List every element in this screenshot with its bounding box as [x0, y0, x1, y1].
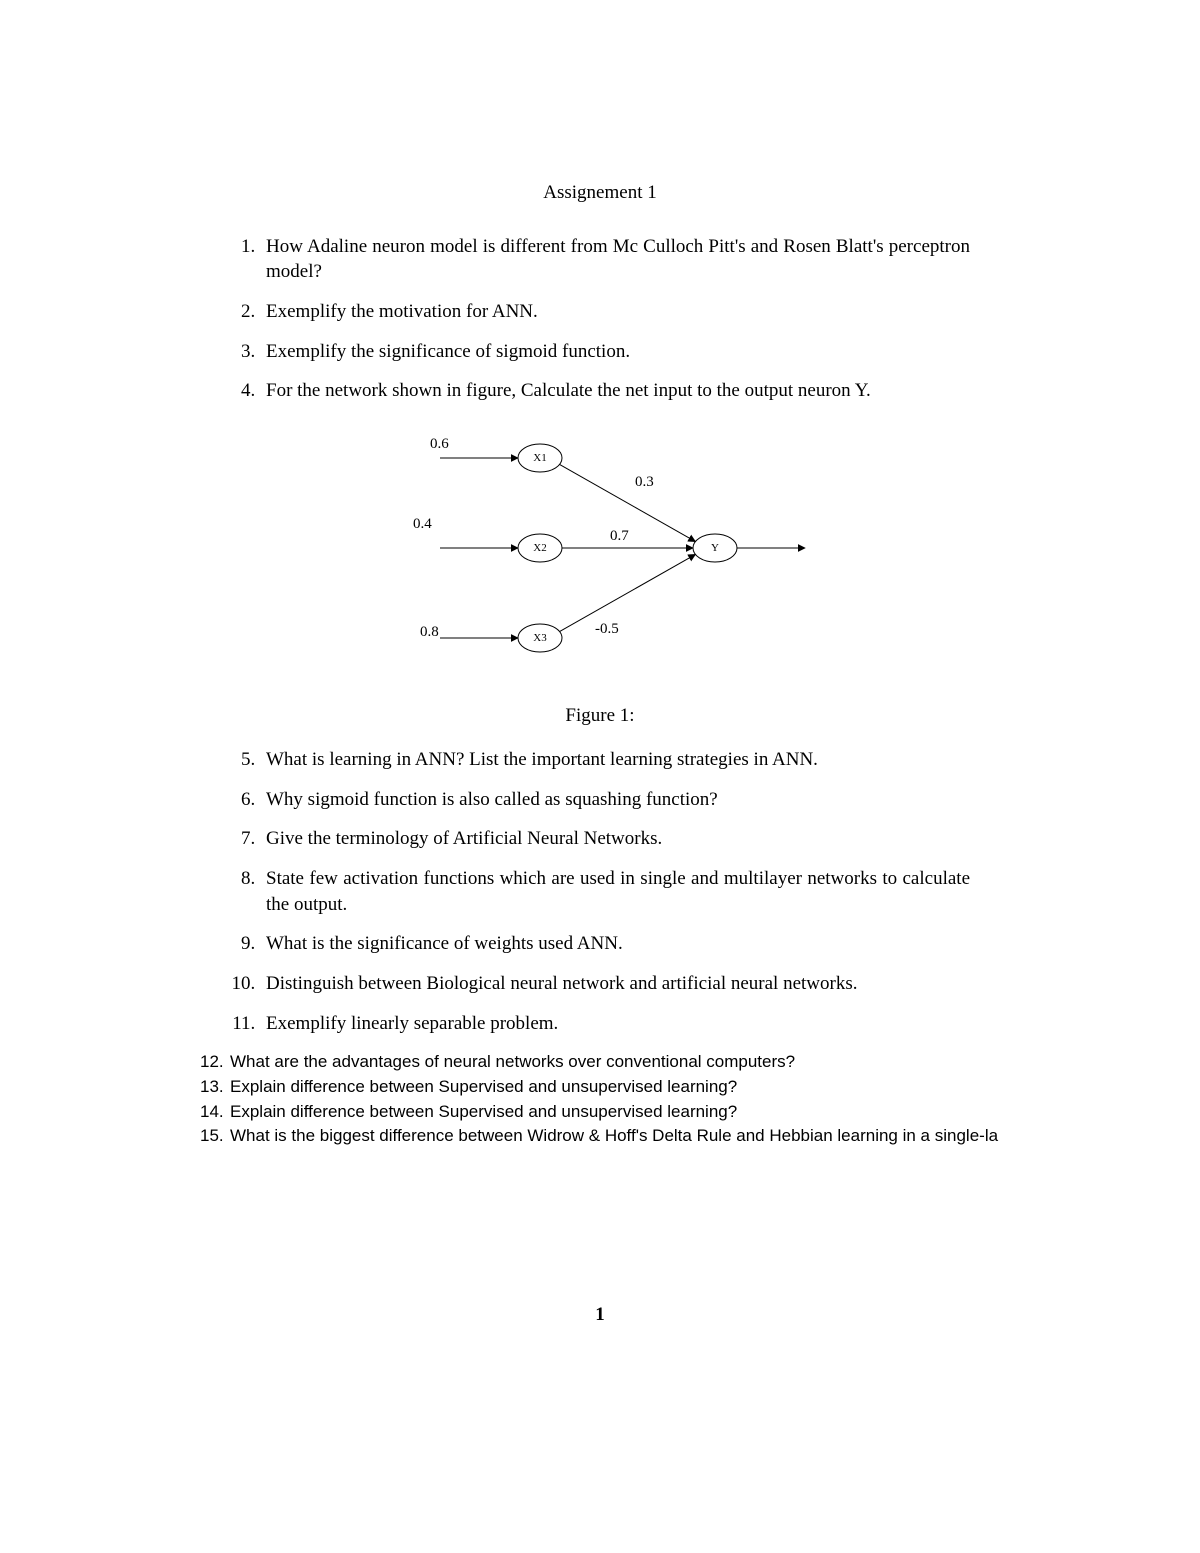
question-item: 15.What is the biggest difference betwee…	[200, 1124, 970, 1149]
question-item: 12.What are the advantages of neural net…	[200, 1050, 970, 1075]
figure-1: 0.3 0.7 -0.5 0.6 0.4 0.8 X1 X2 X3 Y Figure 1:	[230, 418, 970, 729]
item-text: What is the biggest difference between W…	[230, 1124, 998, 1149]
question-item: Give the terminology of Artificial Neura…	[260, 826, 970, 852]
item-number: 12.	[200, 1050, 230, 1075]
svg-text:0.3: 0.3	[635, 474, 654, 490]
question-item: Why sigmoid function is also called as s…	[260, 787, 970, 813]
document-page: Assignement 1 How Adaline neuron model i…	[0, 0, 1200, 1553]
question-item: Exemplify the motivation for ANN.	[260, 299, 970, 325]
question-item: 13.Explain difference between Supervised…	[200, 1075, 970, 1100]
question-item: What is the significance of weights used…	[260, 931, 970, 957]
item-text: Explain difference between Supervised an…	[230, 1100, 737, 1125]
question-item: State few activation functions which are…	[260, 866, 970, 917]
item-number: 15.	[200, 1124, 230, 1149]
question-item: How Adaline neuron model is different fr…	[260, 234, 970, 285]
svg-text:X2: X2	[533, 542, 546, 554]
svg-text:0.7: 0.7	[610, 528, 629, 544]
item-text: Explain difference between Supervised an…	[230, 1075, 737, 1100]
page-number: 1	[0, 1302, 1200, 1328]
svg-text:Y: Y	[711, 542, 719, 554]
question-item: What is learning in ANN? List the import…	[260, 747, 970, 773]
question-item: 14.Explain difference between Supervised…	[200, 1100, 970, 1125]
svg-text:0.8: 0.8	[420, 624, 439, 640]
question-list-extra: 12.What are the advantages of neural net…	[200, 1050, 970, 1149]
question-item: Distinguish between Biological neural ne…	[260, 971, 970, 997]
svg-text:0.4: 0.4	[413, 516, 432, 532]
question-list: How Adaline neuron model is different fr…	[230, 234, 970, 404]
item-number: 14.	[200, 1100, 230, 1125]
svg-text:0.6: 0.6	[430, 436, 449, 452]
figure-caption: Figure 1:	[230, 703, 970, 729]
question-list-continued: What is learning in ANN? List the import…	[230, 747, 970, 1036]
svg-text:-0.5: -0.5	[595, 621, 619, 637]
page-title: Assignement 1	[230, 180, 970, 206]
question-item: Exemplify linearly separable problem.	[260, 1011, 970, 1037]
question-item: For the network shown in figure, Calcula…	[260, 378, 970, 404]
item-text: What are the advantages of neural networ…	[230, 1050, 795, 1075]
question-item: Exemplify the significance of sigmoid fu…	[260, 339, 970, 365]
svg-text:X3: X3	[533, 632, 547, 644]
item-number: 13.	[200, 1075, 230, 1100]
network-diagram: 0.3 0.7 -0.5 0.6 0.4 0.8 X1 X2 X3 Y	[385, 418, 815, 678]
svg-text:X1: X1	[533, 452, 546, 464]
